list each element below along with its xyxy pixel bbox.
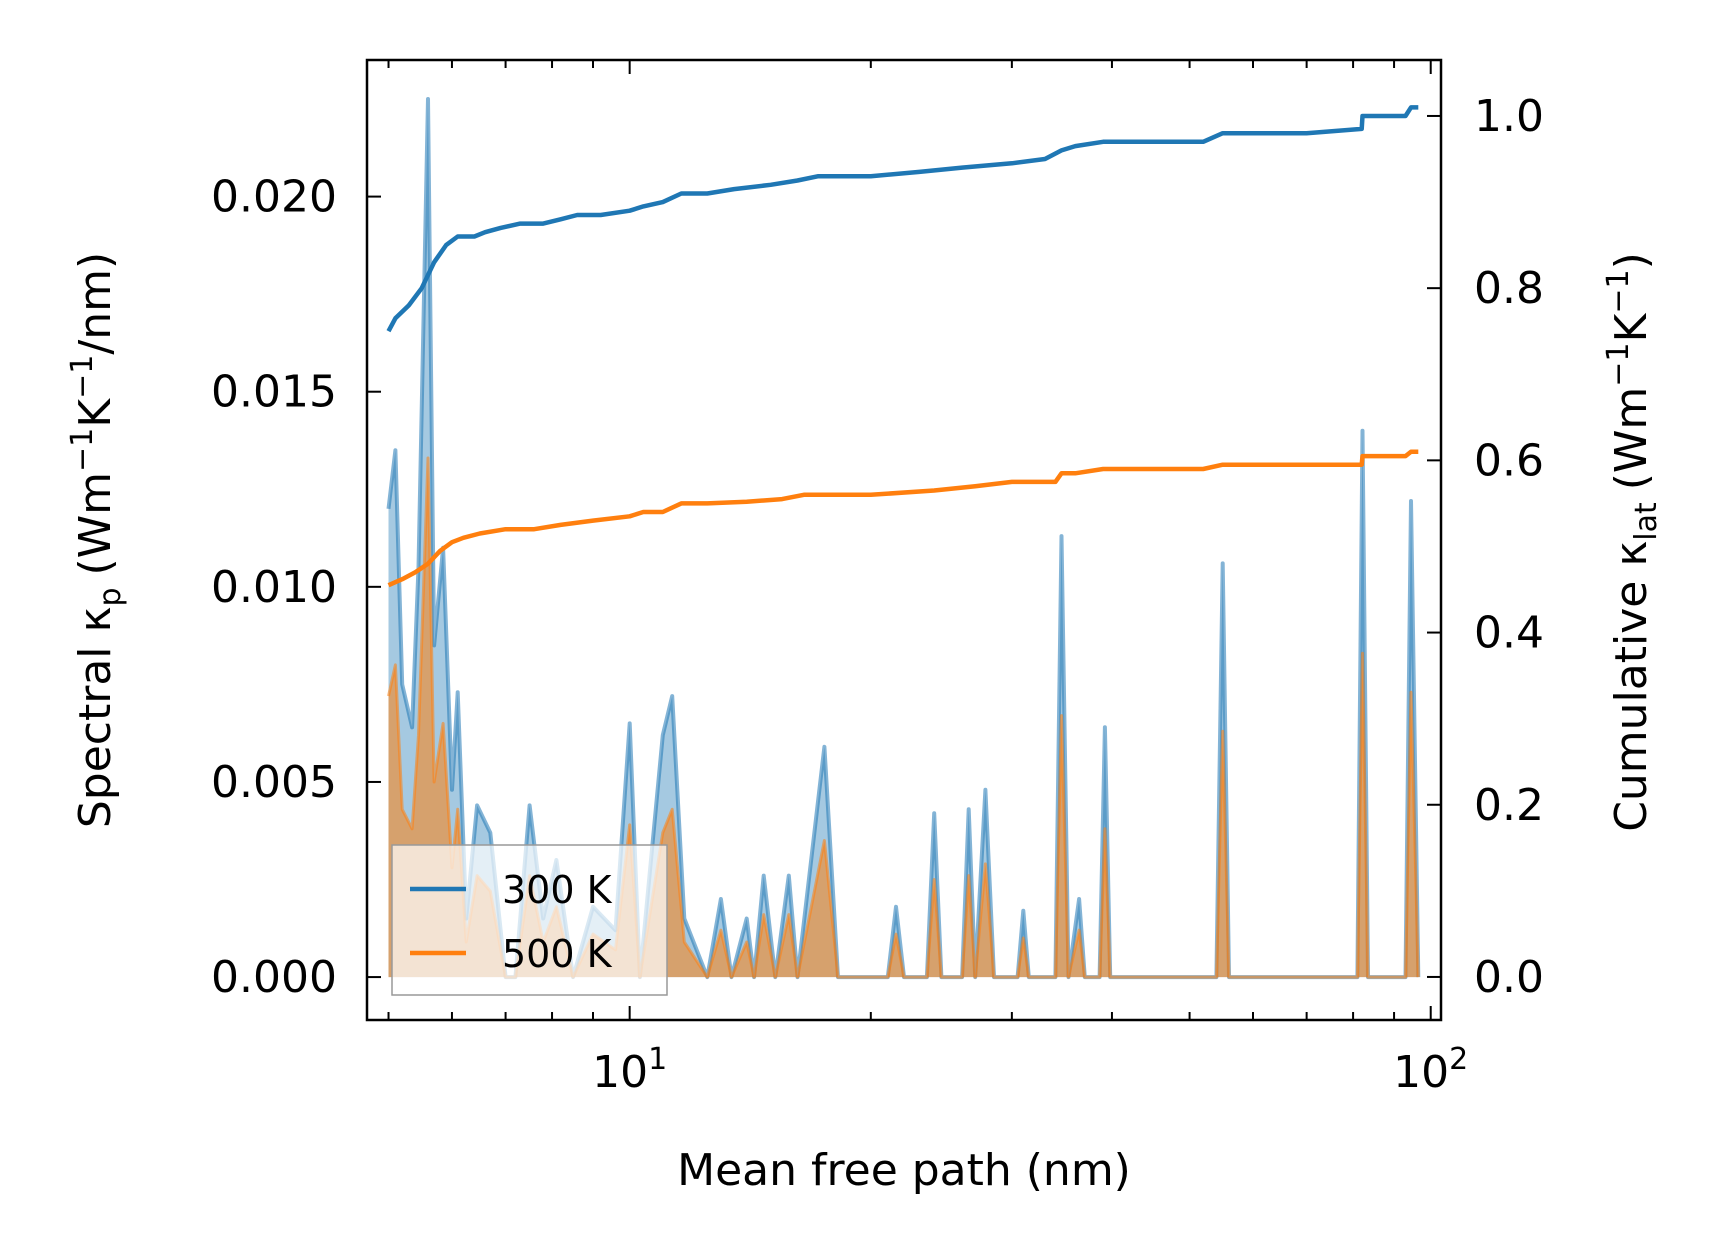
right-y-tick-label: 0.6: [1474, 435, 1544, 486]
right-y-tick-label: 0.0: [1474, 952, 1544, 1003]
right-y-tick-label: 1.0: [1474, 91, 1544, 142]
legend: 300 K 500 K: [391, 844, 668, 996]
x-tick-label: 101: [592, 1042, 667, 1098]
right-y-axis-label: Cumulative κlat(Wm−1K−1): [1601, 252, 1664, 832]
plot-frame: [365, 58, 1443, 1022]
left-y-label-exp2: −1: [65, 355, 100, 399]
cumulative-line-300k: [386, 105, 1419, 333]
right-y-label-main: Cumulative κ: [1606, 541, 1657, 832]
left-y-tick-label: 0.020: [211, 172, 337, 223]
left-y-label-main: Spectral κ: [70, 607, 121, 829]
x-axis-label: Mean free path (nm): [677, 1145, 1131, 1196]
left-y-label-sub: p: [93, 588, 128, 607]
cumulative-line-500k: [387, 449, 1419, 588]
left-y-tick-label: 0.000: [211, 952, 337, 1003]
right-y-label-exp1: −1: [1601, 342, 1636, 386]
left-y-axis-label: Spectral κp(Wm−1K−1/nm): [65, 252, 128, 828]
x-tick-label: 102: [1393, 1042, 1468, 1098]
right-y-label-exp2: −1: [1601, 269, 1636, 313]
right-y-tick-label: 0.8: [1474, 263, 1544, 314]
left-y-tick-label: 0.005: [211, 757, 337, 808]
legend-label-300k: 300 K: [502, 868, 613, 912]
right-y-label-k: K: [1606, 312, 1657, 342]
axes: 101 102 0.000 0.005 0.010 0.015 0.020 0.0 0.2 0.4…: [211, 58, 1544, 1098]
legend-box: [391, 844, 668, 996]
right-y-label-tail: ): [1606, 252, 1657, 269]
left-y-label-k: K: [70, 398, 121, 428]
right-y-tick-label: 0.2: [1474, 780, 1544, 831]
left-y-label-units: (Wm: [70, 472, 121, 576]
left-y-label-exp1: −1: [65, 428, 100, 472]
left-y-label-tail: /nm): [70, 252, 121, 355]
left-y-tick-label: 0.015: [211, 367, 337, 418]
left-y-tick-label: 0.010: [211, 562, 337, 613]
right-y-label-units: (Wm: [1606, 387, 1657, 491]
right-y-label-sub: lat: [1629, 502, 1664, 541]
legend-label-500k: 500 K: [502, 932, 613, 976]
right-y-tick-label: 0.4: [1474, 608, 1544, 659]
